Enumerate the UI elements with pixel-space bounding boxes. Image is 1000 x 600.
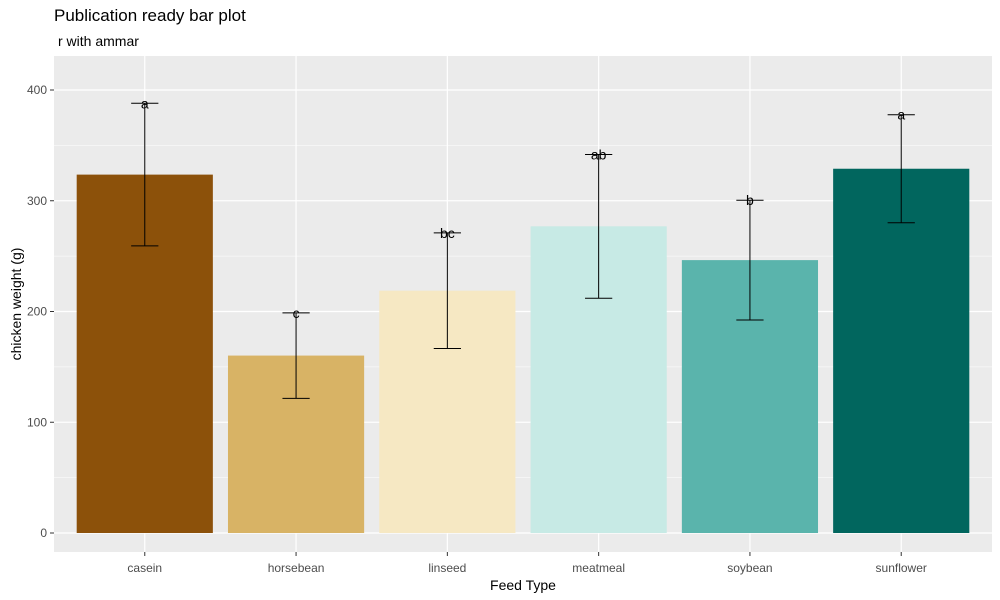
significance-label: c: [293, 305, 300, 321]
error-bar: [131, 102, 159, 247]
x-tick-label: sunflower: [876, 561, 927, 575]
bar: [833, 168, 970, 533]
x-axis-title: Feed Type: [490, 577, 556, 593]
significance-label: ab: [591, 146, 607, 162]
x-tick-label: horsebean: [268, 561, 325, 575]
y-tick-label: 100: [27, 415, 47, 429]
error-bar: [433, 232, 461, 349]
x-tick-label: casein: [127, 561, 162, 575]
y-axis-title: chicken weight (g): [8, 248, 24, 361]
error-bars: [131, 102, 915, 399]
chart-title: Publication ready bar plot: [54, 6, 246, 25]
error-bar: [282, 312, 310, 399]
significance-labels: a c bc ab b a: [141, 95, 905, 321]
y-tick-label: 0: [40, 526, 47, 540]
bars: [76, 168, 970, 533]
y-tick-label: 400: [27, 83, 47, 97]
significance-label: a: [897, 107, 905, 123]
error-bar: [887, 114, 915, 224]
y-tick-label: 300: [27, 194, 47, 208]
x-tick-label: linseed: [428, 561, 466, 575]
y-axis: 0 100 200 300 400: [27, 83, 54, 540]
x-tick-label: meatmeal: [572, 561, 625, 575]
significance-label: a: [141, 95, 149, 111]
y-tick-label: 200: [27, 305, 47, 319]
error-bar: [585, 153, 613, 299]
error-bar: [736, 199, 764, 321]
x-tick-label: soybean: [727, 561, 772, 575]
significance-label: bc: [440, 225, 455, 241]
x-axis: casein horsebean linseed meatmeal soybean sun…: [127, 552, 927, 575]
chart-subtitle: r with ammar: [58, 33, 139, 49]
significance-label: b: [746, 192, 754, 208]
